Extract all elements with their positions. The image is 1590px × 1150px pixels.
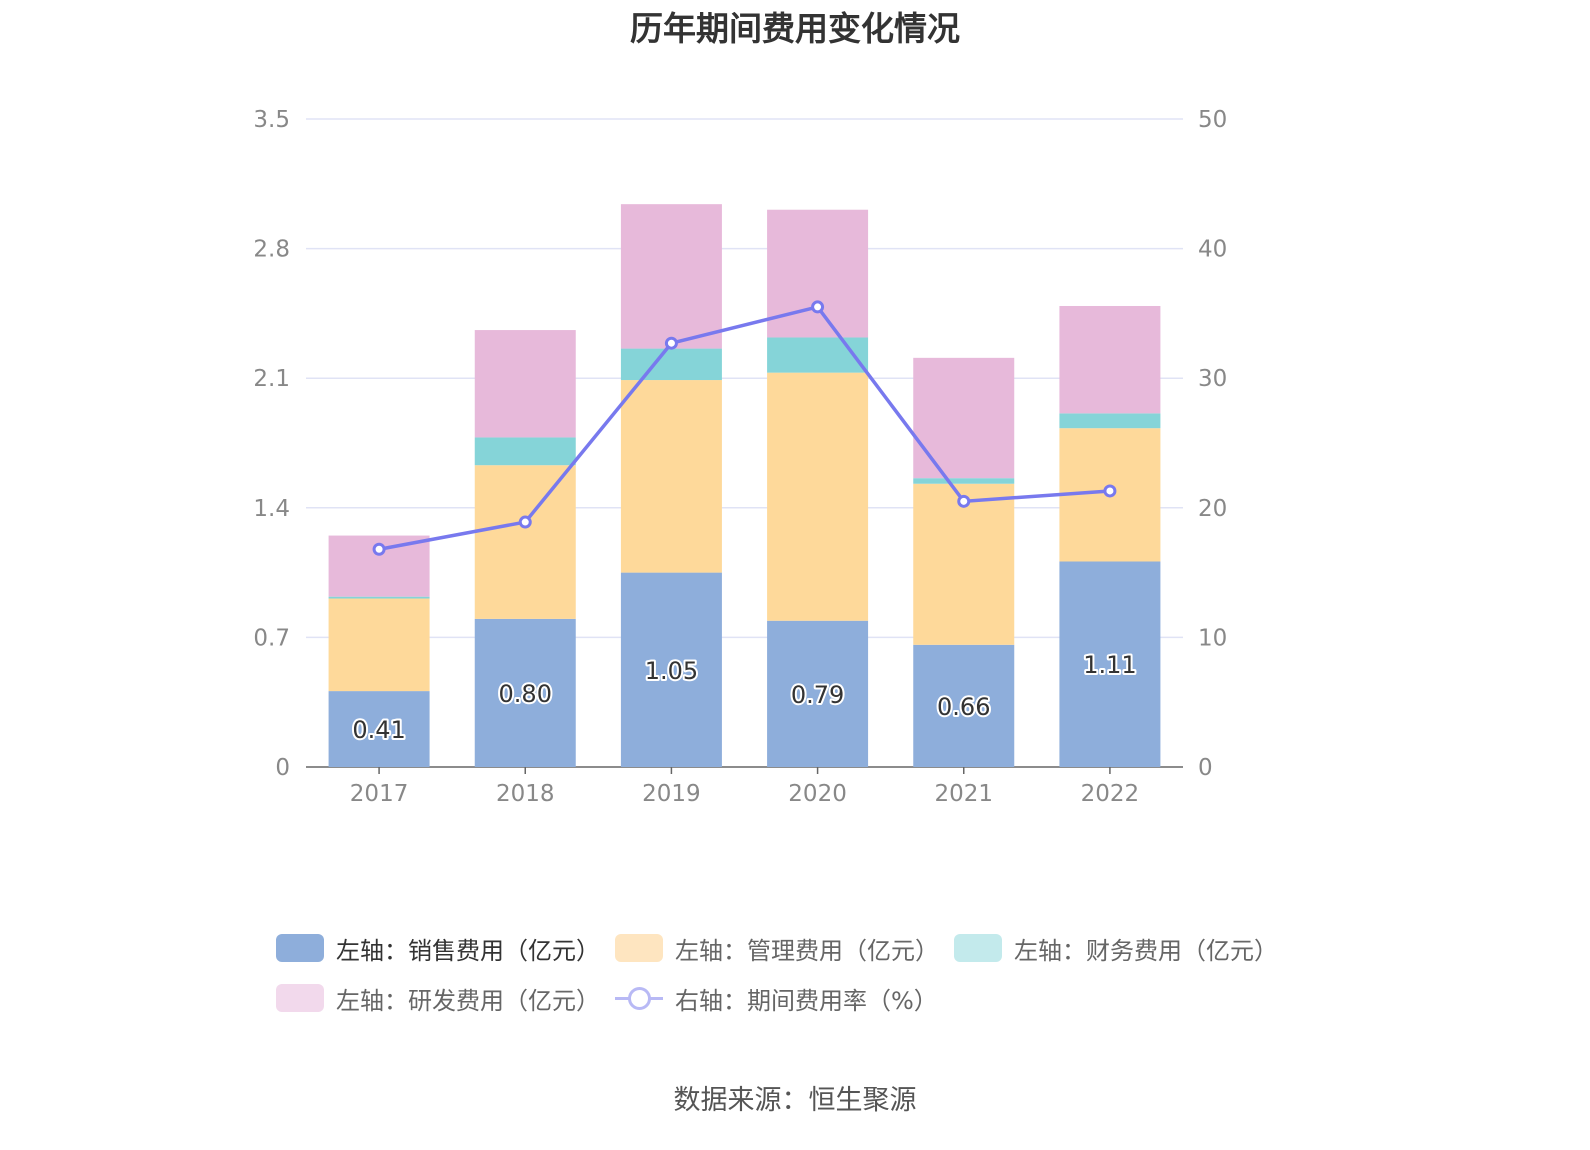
x-tick-label: 2018 bbox=[496, 781, 555, 807]
legend-label-sales: 左轴：销售费用（亿元） bbox=[336, 936, 600, 965]
rate-point bbox=[664, 336, 678, 350]
bar-value-label: 0.41 bbox=[352, 716, 405, 744]
right-tick-label: 30 bbox=[1198, 366, 1227, 392]
chart-title: 历年期间费用变化情况 bbox=[630, 9, 960, 48]
bar-segment bbox=[767, 620, 869, 767]
legend-label-admin: 左轴：管理费用（亿元） bbox=[675, 936, 939, 965]
legend-item-admin[interactable]: 左轴：管理费用（亿元） bbox=[615, 930, 939, 966]
rate-point bbox=[1103, 484, 1117, 498]
bar-segment bbox=[767, 209, 869, 338]
grid-lines bbox=[306, 118, 1183, 639]
right-tick-label: 0 bbox=[1198, 755, 1213, 781]
left-tick-label: 2.8 bbox=[253, 237, 290, 263]
right-tick-label: 10 bbox=[1198, 625, 1227, 651]
legend-line-icon bbox=[615, 984, 663, 1012]
rate-point bbox=[811, 300, 825, 314]
x-tick-label: 2019 bbox=[642, 781, 701, 807]
bar-segment bbox=[474, 618, 576, 767]
bar-segment bbox=[328, 596, 430, 599]
bar-segment bbox=[620, 348, 722, 381]
legend-item-rnd[interactable]: 左轴：研发费用（亿元） bbox=[276, 980, 600, 1016]
axes: 0 0 0.7 10 1.4 20 2.1 30 2.8 40 3.5 50 2017 2018 2019 2… bbox=[253, 107, 1227, 807]
bar-segment bbox=[620, 204, 722, 349]
bar-segment bbox=[767, 337, 869, 373]
left-tick-label: 0 bbox=[275, 755, 290, 781]
bar-segment bbox=[767, 372, 869, 621]
bar-segment bbox=[328, 691, 430, 767]
bar-segment bbox=[1059, 413, 1161, 429]
bar-segment bbox=[1059, 305, 1161, 414]
legend-label-finance: 左轴：财务费用（亿元） bbox=[1014, 936, 1278, 965]
legend-label-rate: 右轴：期间费用率（%） bbox=[675, 986, 938, 1015]
bar-segment bbox=[620, 380, 722, 573]
bar-value-label: 1.11 bbox=[1083, 651, 1136, 679]
right-tick-label: 40 bbox=[1198, 237, 1227, 263]
x-tick-label: 2017 bbox=[350, 781, 409, 807]
bar-value-label: 0.79 bbox=[791, 681, 844, 709]
legend-swatch-rnd bbox=[276, 984, 324, 1012]
legend-item-finance[interactable]: 左轴：财务费用（亿元） bbox=[954, 930, 1278, 966]
x-tick-label: 2020 bbox=[788, 781, 847, 807]
rate-point bbox=[372, 542, 386, 556]
legend-swatch-admin bbox=[615, 934, 663, 962]
rate-point bbox=[957, 494, 971, 508]
rate-line bbox=[378, 304, 1111, 551]
bar-segment bbox=[913, 478, 1015, 484]
right-tick-label: 20 bbox=[1198, 496, 1227, 522]
bar-segment bbox=[913, 483, 1015, 645]
bar-segment bbox=[913, 357, 1015, 479]
left-tick-label: 0.7 bbox=[253, 625, 290, 651]
bar-value-label: 0.66 bbox=[937, 693, 990, 721]
rate-point bbox=[518, 515, 532, 529]
bar-segment bbox=[474, 465, 576, 619]
left-tick-label: 1.4 bbox=[253, 496, 290, 522]
bar-value-label: 1.05 bbox=[645, 657, 698, 685]
left-tick-label: 3.5 bbox=[253, 107, 290, 133]
legend-swatch-sales bbox=[276, 934, 324, 962]
legend-label-rnd: 左轴：研发费用（亿元） bbox=[336, 986, 600, 1015]
bar-segment bbox=[328, 598, 430, 692]
expense-rate-line bbox=[372, 300, 1117, 556]
legend-swatch-finance bbox=[954, 934, 1002, 962]
bar-segment bbox=[913, 644, 1015, 767]
right-tick-label: 50 bbox=[1198, 107, 1227, 133]
legend-item-rate[interactable]: 右轴：期间费用率（%） bbox=[615, 980, 938, 1016]
stacked-bars bbox=[328, 204, 1161, 767]
x-tick-label: 2022 bbox=[1081, 781, 1140, 807]
x-tick-label: 2021 bbox=[934, 781, 993, 807]
bar-segment bbox=[1059, 561, 1161, 767]
bar-segment bbox=[474, 437, 576, 466]
legend-item-sales[interactable]: 左轴：销售费用（亿元） bbox=[276, 930, 600, 966]
bar-value-labels: 0.41 0.80 1.05 0.79 0.66 1.11 bbox=[350, 649, 1138, 746]
data-source: 数据来源：恒生聚源 bbox=[673, 1085, 917, 1116]
bar-segment bbox=[474, 330, 576, 438]
bar-value-label: 0.80 bbox=[499, 680, 552, 708]
bar-segment bbox=[620, 572, 722, 767]
left-tick-label: 2.1 bbox=[253, 366, 290, 392]
